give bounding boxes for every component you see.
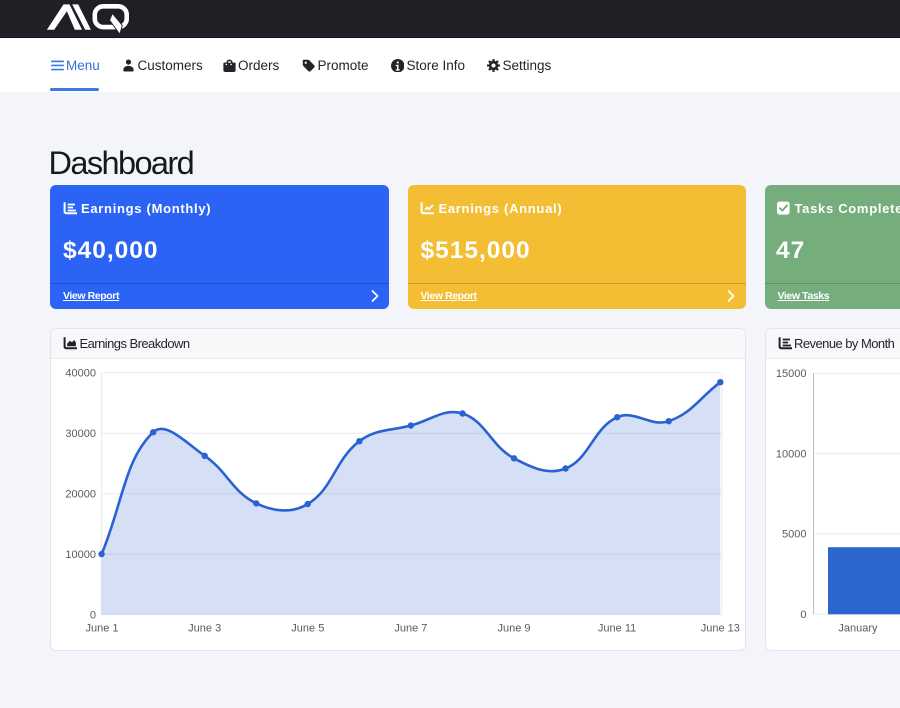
svg-text:10000: 10000	[65, 549, 96, 561]
svg-text:June 7: June 7	[394, 623, 427, 635]
svg-text:0: 0	[800, 609, 806, 621]
svg-text:15000: 15000	[776, 368, 807, 380]
svg-text:0: 0	[90, 609, 96, 621]
svg-text:30000: 30000	[65, 428, 96, 440]
svg-text:June 13: June 13	[701, 623, 740, 635]
svg-text:January: January	[838, 623, 878, 635]
svg-text:June 5: June 5	[291, 623, 324, 635]
svg-text:June 1: June 1	[85, 623, 118, 635]
svg-text:5000: 5000	[782, 529, 806, 541]
svg-text:June 11: June 11	[598, 623, 636, 635]
svg-text:June 9: June 9	[497, 623, 530, 635]
svg-text:June 3: June 3	[188, 623, 221, 635]
svg-text:10000: 10000	[776, 448, 807, 460]
svg-text:20000: 20000	[65, 489, 96, 501]
svg-text:40000: 40000	[65, 368, 96, 380]
